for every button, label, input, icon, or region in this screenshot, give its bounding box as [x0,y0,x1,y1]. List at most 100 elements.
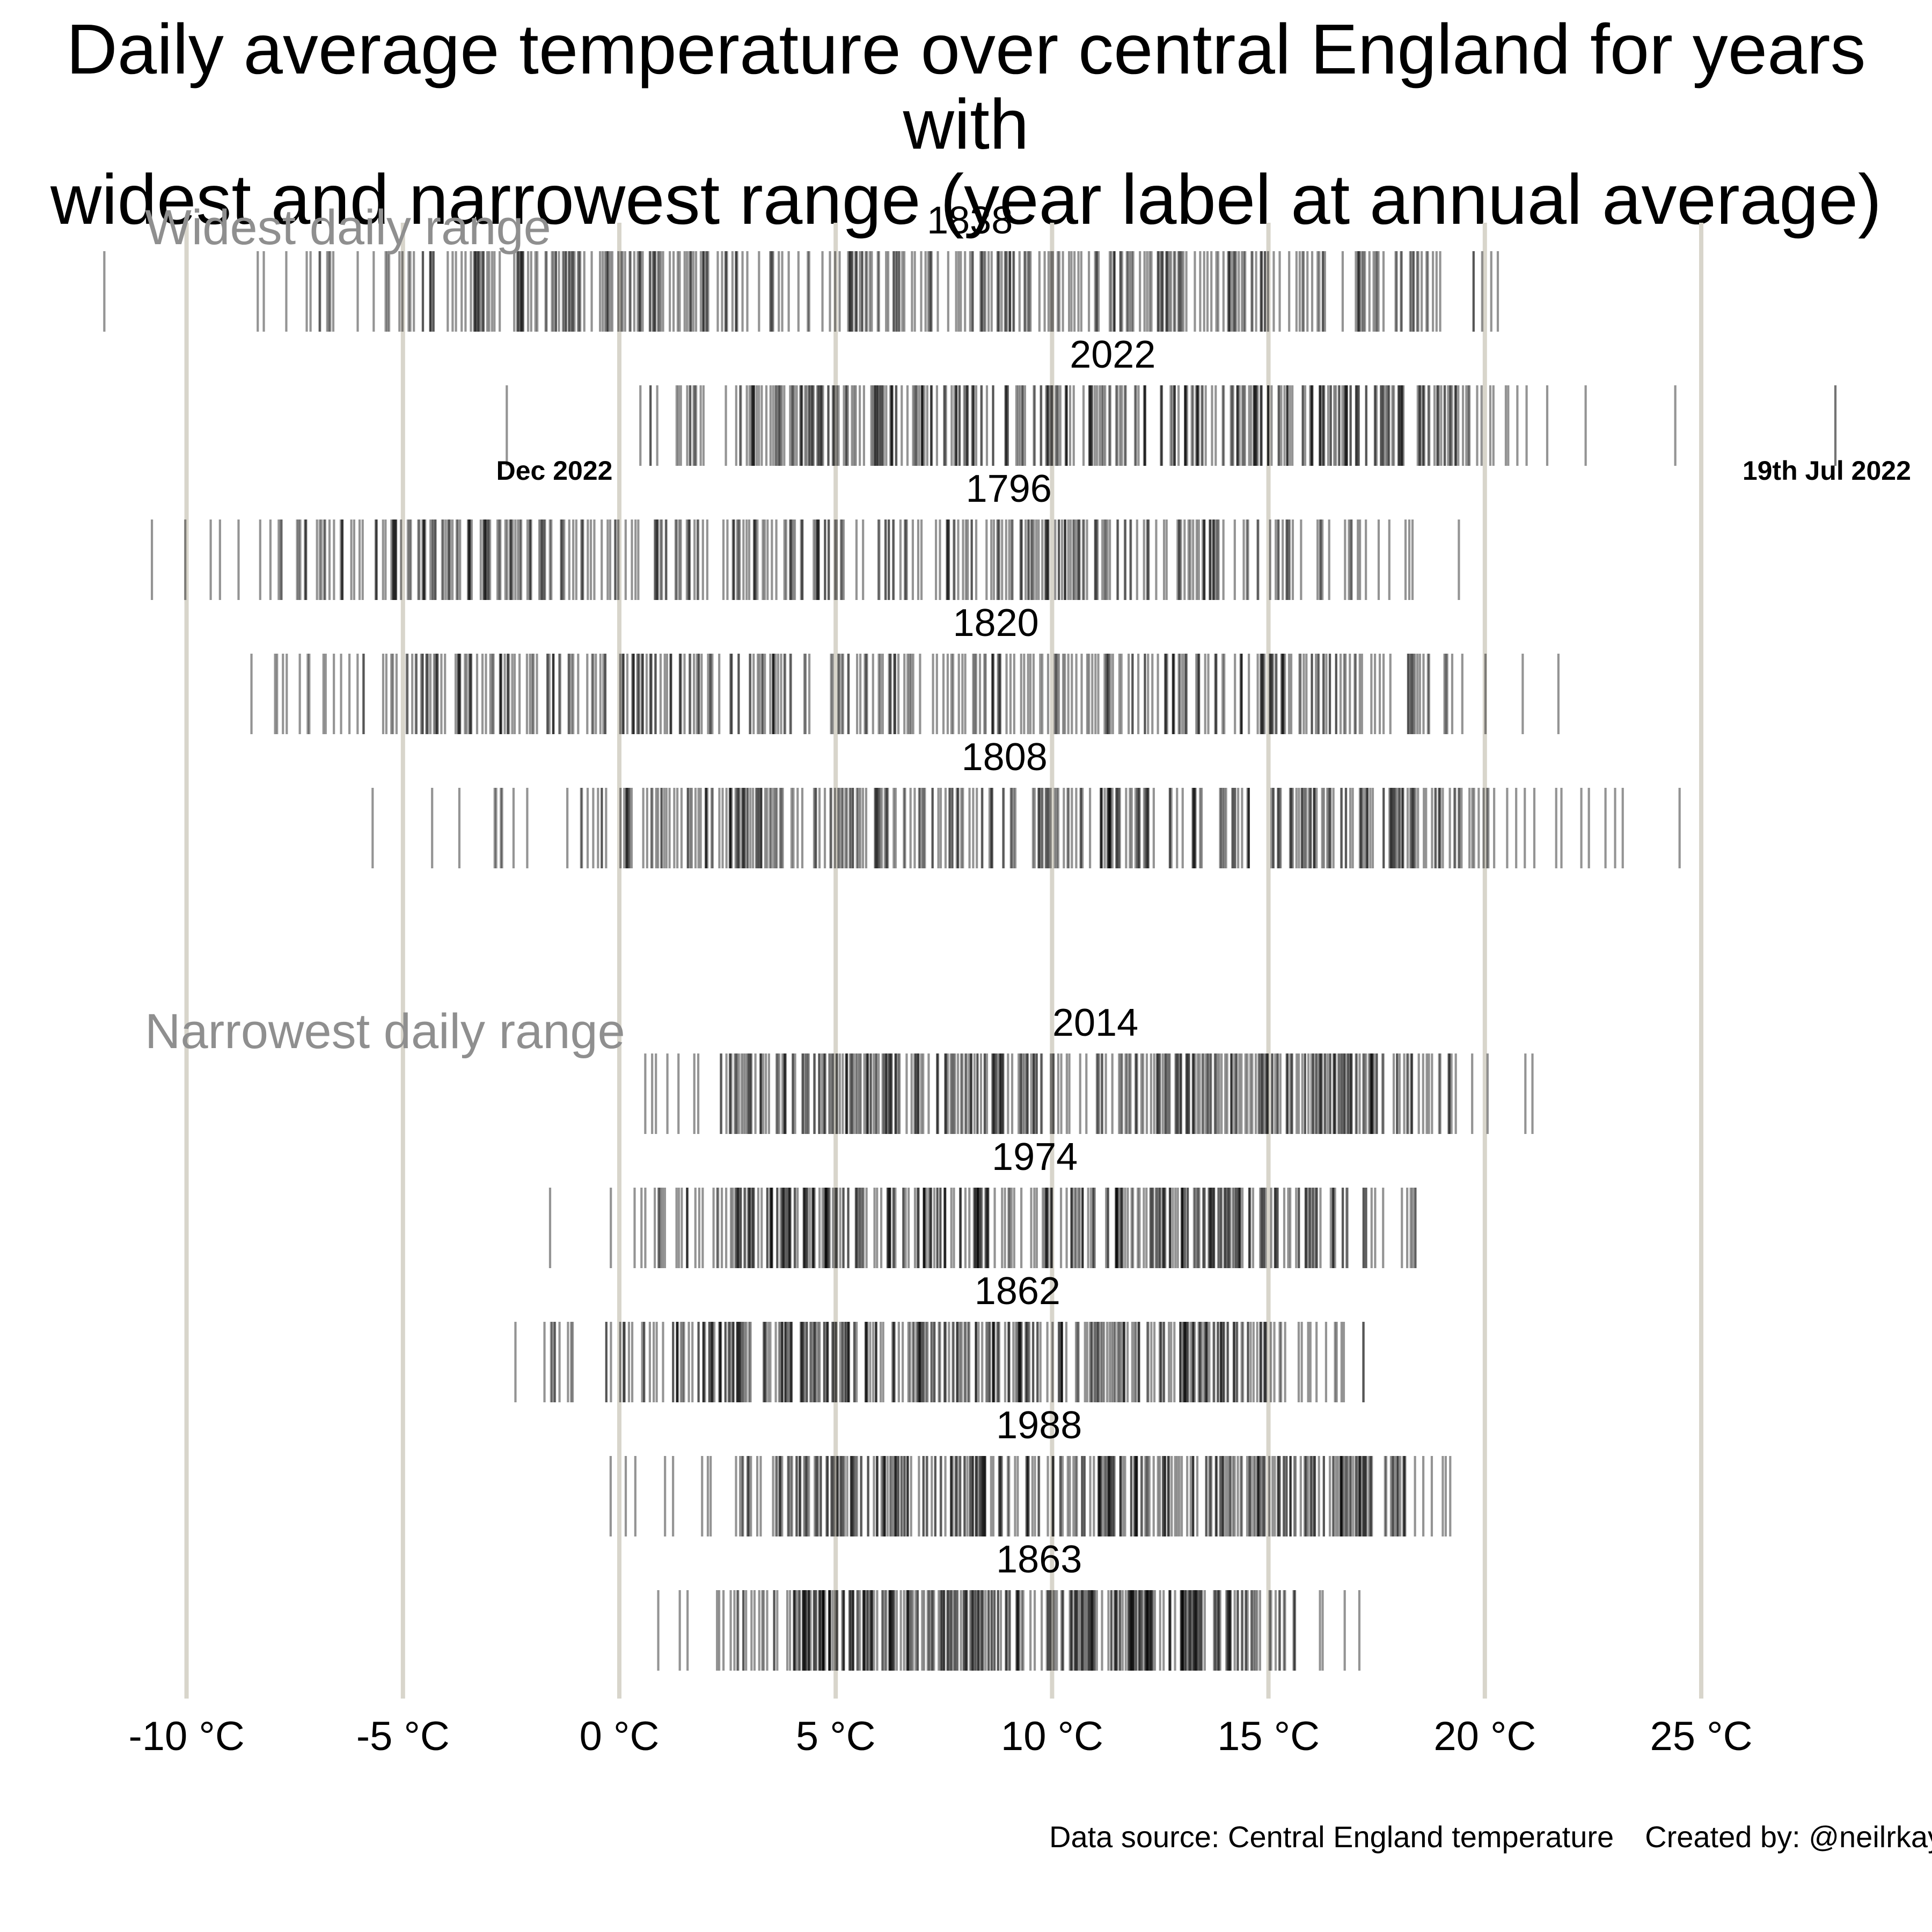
day-mark [640,1188,643,1268]
day-mark [1254,1590,1257,1671]
day-mark [752,1188,755,1268]
day-mark [572,1322,574,1402]
day-mark [827,519,830,600]
day-mark [731,251,734,332]
day-mark [1319,385,1321,466]
day-mark [960,251,962,332]
day-mark [927,1053,930,1134]
day-mark [1181,654,1184,734]
day-mark [949,1053,952,1134]
day-mark [921,1322,925,1402]
day-mark [788,1590,792,1671]
day-mark [1165,519,1168,600]
day-mark [931,1590,934,1671]
day-mark [422,519,425,600]
day-mark [372,251,375,332]
day-mark [842,1590,845,1671]
day-mark [552,654,555,734]
day-mark [752,385,756,466]
day-mark [1177,385,1180,466]
day-mark [1135,1053,1138,1134]
day-mark [623,1322,626,1402]
day-mark [1304,1053,1307,1134]
day-mark [1111,1053,1114,1134]
day-mark [958,1188,962,1268]
day-mark [904,788,906,868]
day-mark [1189,519,1192,600]
day-mark [936,1053,939,1134]
day-mark [1008,1322,1011,1402]
day-mark [920,519,923,600]
day-mark [875,788,878,868]
day-mark [831,1188,835,1268]
day-mark [1426,251,1429,332]
day-mark [939,1322,941,1402]
day-mark [866,654,868,734]
day-mark [1413,788,1415,868]
day-mark [1210,1456,1213,1536]
day-mark [816,1456,818,1536]
strip-1808 [371,788,1681,868]
day-mark [1439,1053,1441,1134]
day-mark [717,1188,720,1268]
day-mark [1489,385,1492,466]
day-mark [425,654,428,734]
day-mark [1300,519,1302,600]
day-mark [484,519,487,600]
day-mark [833,1456,836,1536]
day-mark [1460,788,1463,868]
day-mark [1322,1456,1325,1536]
day-mark [1454,1053,1457,1134]
day-mark [1433,385,1436,466]
day-mark [729,654,732,734]
day-mark [914,1053,917,1134]
day-mark [624,519,627,600]
day-mark [1410,1053,1413,1134]
day-mark [1174,1053,1177,1134]
day-mark [920,385,924,466]
day-mark [1045,519,1048,600]
day-mark [981,1456,984,1536]
day-mark [1370,1456,1372,1536]
day-mark [755,385,758,466]
day-mark [784,654,787,734]
day-mark [1290,788,1292,868]
day-mark [1271,1053,1274,1134]
day-mark [1080,788,1082,868]
day-mark [735,251,737,332]
day-mark [998,519,1001,600]
day-mark [953,519,955,600]
day-mark [885,1590,888,1671]
day-mark [894,654,896,734]
day-mark [1221,788,1224,868]
day-mark [843,1590,845,1671]
day-mark [426,654,428,734]
day-mark [985,1188,988,1268]
day-mark [1023,1053,1026,1134]
day-mark [1233,1188,1236,1268]
day-mark [969,1456,972,1536]
day-mark [1382,788,1385,868]
day-mark [877,654,880,734]
day-mark [1199,251,1202,332]
day-mark [740,1188,742,1268]
strip-1862 [514,1322,1365,1402]
day-mark [990,251,993,332]
day-mark [1370,654,1373,734]
day-mark [700,654,703,734]
day-mark [1103,654,1106,734]
day-mark [605,1322,608,1402]
day-mark [948,788,951,868]
day-mark [1176,1053,1180,1134]
day-mark [1451,385,1453,466]
day-mark [981,1590,984,1671]
day-mark [1044,519,1046,600]
gridline--5C [400,223,405,1699]
day-mark [742,519,745,600]
day-mark [1346,1053,1349,1134]
day-mark [940,1456,942,1536]
day-mark [1150,1590,1153,1671]
day-mark [1264,251,1267,332]
day-mark [814,519,817,600]
day-mark [890,385,892,466]
